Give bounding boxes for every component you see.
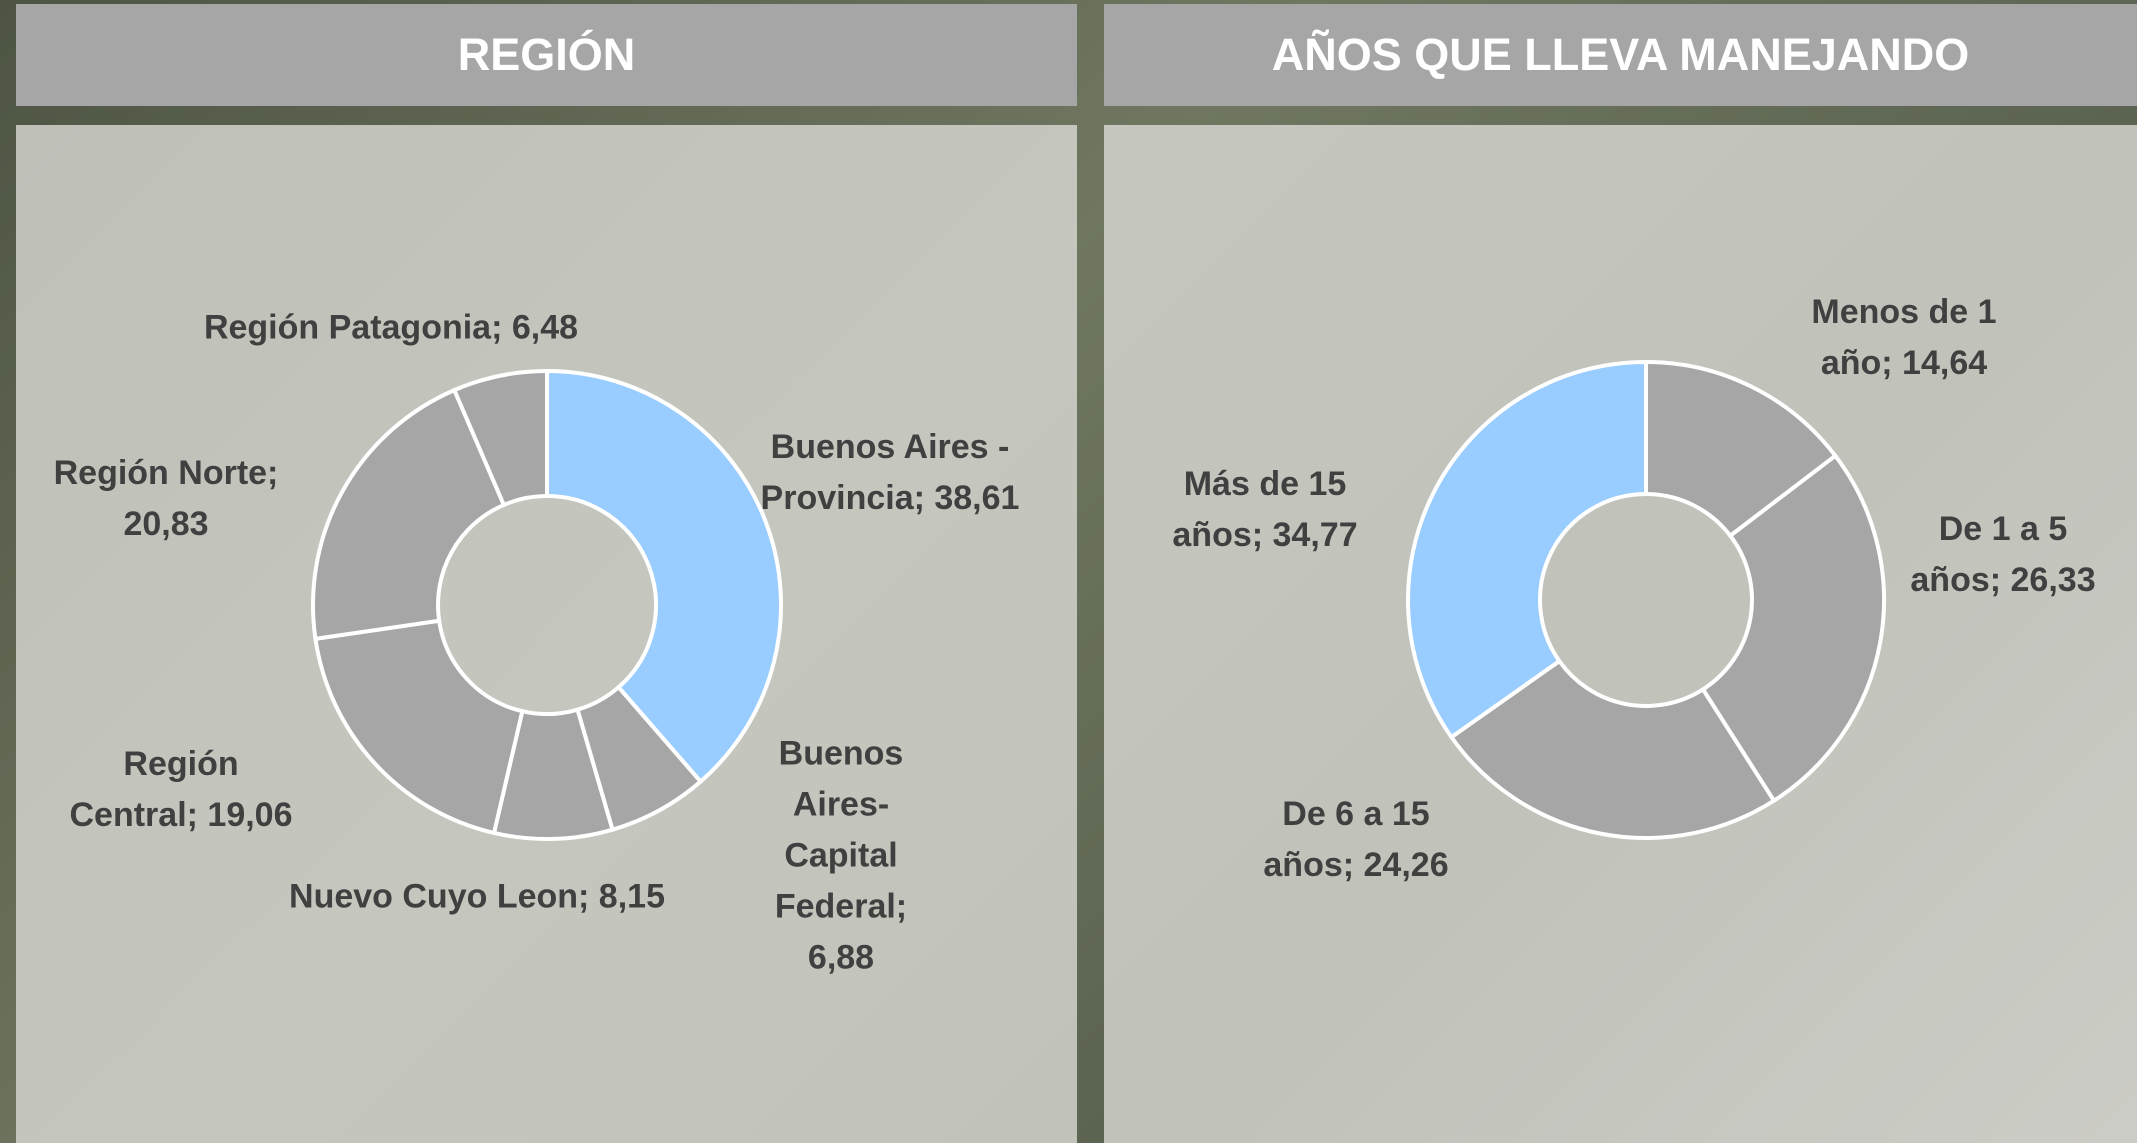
donut-slice: [311, 387, 507, 642]
donut-slice: [1700, 452, 1886, 804]
data-label: Región Central; 19,06: [69, 745, 293, 834]
donut-slice: [545, 368, 783, 785]
donut-slice: [1448, 658, 1777, 840]
data-label: Buenos Aires - Provincia; 38,61: [760, 428, 1020, 517]
donut-slice: [313, 618, 525, 836]
donut-slice: [1406, 359, 1648, 740]
data-label: Región Patagonia; 6,48: [203, 308, 579, 347]
data-label: De 6 a 15 años; 24,26: [1263, 795, 1449, 884]
data-label: De 1 a 5 años; 26,33: [1910, 510, 2096, 599]
data-label: Nuevo Cuyo Leon; 8,15: [289, 877, 665, 916]
panel: [1104, 125, 2137, 1143]
donut-slice: [1644, 359, 1839, 539]
data-label: Región Norte; 20,83: [53, 454, 279, 543]
chart-title: REGIÓN: [16, 4, 1077, 106]
data-label: Menos de 1 año; 14,64: [1811, 293, 1997, 382]
donut-slice: [451, 368, 549, 508]
data-label: Buenos Aires-Capital Federal; 6,88: [774, 734, 908, 977]
data-label: Más de 15 años; 34,77: [1172, 465, 1358, 554]
panel: [16, 125, 1077, 1143]
chart-title: AÑOS QUE LLEVA MANEJANDO: [1104, 4, 2137, 106]
